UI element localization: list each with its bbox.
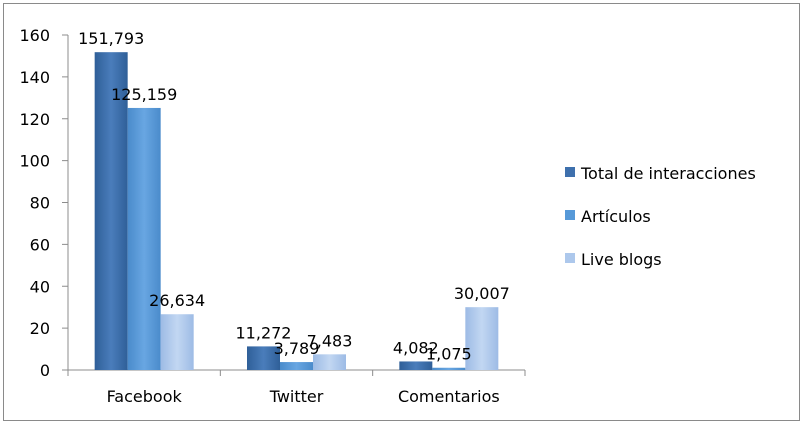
legend-label: Artículos: [581, 207, 651, 226]
data-label: 125,159: [111, 85, 177, 104]
legend-swatch: [565, 210, 575, 220]
y-tick-label: 120: [19, 110, 50, 129]
legend-label: Total de interacciones: [580, 164, 756, 183]
bar: [280, 362, 313, 370]
y-tick-label: 40: [30, 277, 50, 296]
data-label: 4,082: [393, 338, 439, 357]
bar: [160, 314, 194, 370]
x-tick-label: Facebook: [107, 387, 183, 406]
legend: Total de interacciones Artículos Live blog…: [565, 164, 756, 269]
data-label: 30,007: [454, 284, 510, 303]
bar: [313, 354, 346, 370]
bar: [127, 107, 161, 371]
data-label: 151,793: [78, 29, 144, 48]
data-label: 7,483: [307, 331, 353, 350]
data-label: 26,634: [149, 291, 205, 310]
bar: [432, 367, 466, 370]
x-tick-label: Comentarios: [398, 387, 500, 406]
data-label: 11,272: [236, 323, 292, 342]
y-tick-label: 140: [19, 68, 50, 87]
y-tick-label: 60: [30, 235, 50, 254]
data-label: 1,075: [426, 345, 472, 364]
bar: [247, 346, 280, 370]
y-tick-label: 160: [19, 26, 50, 45]
bar: [465, 307, 499, 370]
y-tick-label: 20: [30, 319, 50, 338]
x-tick-label: Twitter: [269, 387, 324, 406]
y-tick-label: 100: [19, 152, 50, 171]
legend-label: Live blogs: [581, 250, 662, 269]
bar: [94, 52, 128, 370]
legend-swatch: [565, 253, 575, 263]
y-tick-label: 80: [30, 194, 50, 213]
y-tick-label: 0: [40, 361, 50, 380]
legend-swatch: [565, 167, 575, 177]
axes: 0 20 40 60 80 100 120 140 160 Facebook Twitter Come…: [19, 26, 526, 406]
bars: [94, 52, 499, 371]
bar: [399, 361, 433, 370]
data-label: 3,789: [274, 339, 320, 358]
